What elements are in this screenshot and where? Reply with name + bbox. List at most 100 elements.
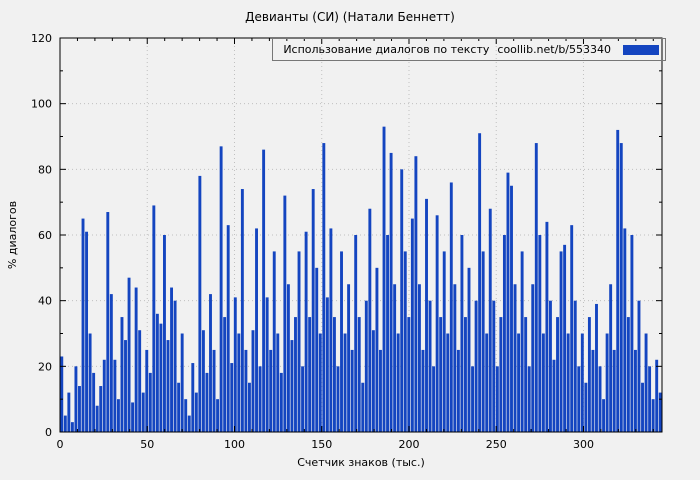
y-tick-label: 0 [45,426,52,439]
data-bar [92,372,96,432]
data-bar [166,340,170,432]
data-bar [499,317,503,432]
data-bar [102,359,106,432]
data-bar [318,333,322,432]
data-bar [226,225,230,432]
data-bar [651,399,655,432]
data-bar [641,382,644,432]
data-bar [584,382,588,432]
data-bar [361,382,365,432]
data-bar [364,300,368,432]
data-bar [570,225,574,432]
data-bar [481,251,485,432]
data-bar [244,349,248,432]
data-bar [99,386,103,432]
data-bar [209,294,212,432]
data-bar [510,185,513,432]
data-bar [393,284,397,432]
data-bar [116,399,120,432]
data-bar [194,392,198,432]
data-bar [325,297,329,432]
data-bar [109,294,113,432]
data-bar [386,235,390,432]
x-tick-label: 100 [224,438,245,451]
data-bar [541,333,545,432]
data-bar [559,251,563,432]
data-bar [70,422,74,432]
data-bar [350,349,354,432]
data-bar [595,303,598,432]
data-bar [644,333,648,432]
data-bar [191,363,195,432]
data-bar [389,152,393,433]
data-bar [141,392,145,432]
data-bar [88,333,92,432]
data-bar [658,392,662,432]
data-bar [368,208,372,432]
data-bar [407,317,411,432]
data-bar [180,333,184,432]
data-bar [81,218,85,432]
data-bar [506,172,510,432]
data-bar [467,267,471,432]
data-bar [492,300,496,432]
data-bar [425,198,428,432]
data-bar [474,300,478,432]
x-tick-label: 50 [140,438,154,451]
data-bar [138,330,142,432]
data-bar [240,189,244,432]
data-bar [343,333,347,432]
data-bar [219,146,223,432]
data-bar [286,284,290,432]
data-bar [184,399,188,432]
legend: Использование диалогов по тексту coollib… [272,38,666,61]
data-bar [382,126,386,433]
data-bar [538,235,542,432]
data-bar [272,251,276,432]
data-bar [598,366,602,432]
data-bar [159,323,163,432]
y-tick-label: 80 [38,163,52,176]
data-bar [464,317,467,432]
data-bar [258,366,262,432]
legend-label: Использование диалогов по тексту [283,43,490,56]
data-bar [566,333,570,432]
data-bar [446,333,450,432]
data-bar [163,235,166,432]
data-bar [276,333,280,432]
data-bar [460,235,464,432]
data-bar [332,317,336,432]
data-bar [177,382,181,432]
data-bar [294,317,297,432]
data-bar [531,284,535,432]
data-bar [311,189,315,432]
data-bar [456,349,460,432]
data-bar [626,317,630,432]
data-bar [283,195,287,432]
data-bar [623,228,627,432]
data-bar [212,349,216,432]
data-bar [495,366,499,432]
data-bar [379,349,382,432]
legend-swatch-icon [623,44,659,55]
data-bar [155,313,159,432]
data-bar [527,366,531,432]
data-bar [85,231,89,432]
data-bar [187,415,191,432]
data-bar [134,287,138,432]
data-bar [609,284,613,432]
data-bar [396,333,400,432]
data-bar [63,415,67,432]
data-bar [471,366,474,432]
data-bar [517,333,521,432]
data-bar [201,330,205,432]
x-tick-label: 200 [398,438,419,451]
data-bar [417,284,421,432]
data-bar [255,228,258,432]
data-bar [233,297,237,432]
data-bar [60,356,64,432]
data-bar [322,143,326,432]
data-bar [453,284,457,432]
data-bar [148,372,152,432]
